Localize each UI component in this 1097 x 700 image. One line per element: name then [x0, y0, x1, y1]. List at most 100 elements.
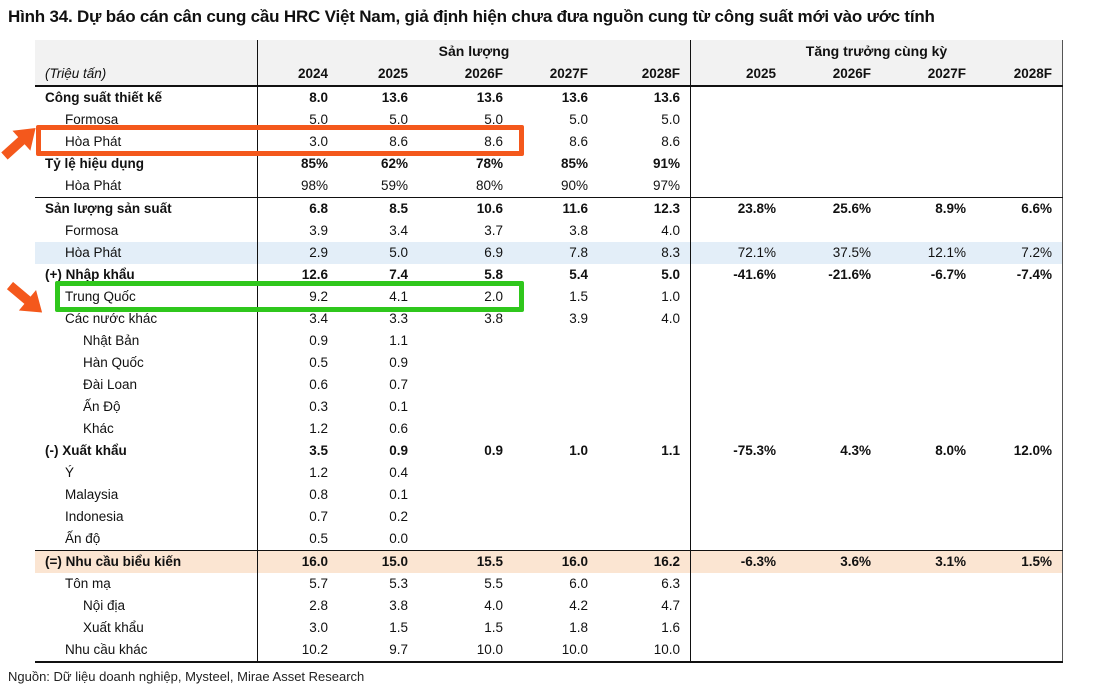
value-cell: 3.5 — [309, 443, 328, 458]
growth-cell — [691, 528, 786, 550]
value-cell: 15.0 — [381, 554, 408, 569]
value-cell: 85% — [560, 156, 588, 171]
table-row: Trung Quốc 9.2 4.1 2.0 1.5 1.0 — [35, 286, 1063, 308]
column-group-growth: Tăng trưởng cùng kỳ — [691, 40, 1063, 62]
value-cell: 85% — [300, 156, 328, 171]
value-cell: 0.9 — [389, 355, 408, 370]
value-cell — [598, 506, 691, 528]
row-label: Các nước khác — [35, 308, 258, 330]
growth-cell — [881, 330, 976, 352]
growth-cell — [976, 109, 1063, 131]
value-cell: 4.1 — [389, 289, 408, 304]
value-cell — [418, 330, 513, 352]
growth-cell — [786, 153, 881, 175]
growth-cell — [691, 374, 786, 396]
growth-cell — [976, 175, 1063, 197]
growth-cell — [786, 220, 881, 242]
value-cell: 0.9 — [484, 443, 503, 458]
value-cell — [598, 374, 691, 396]
year-column-header: 2028F — [598, 62, 691, 85]
value-cell: 2.9 — [309, 245, 328, 260]
growth-cell — [976, 617, 1063, 639]
table-row: Indonesia 0.7 0.2 — [35, 506, 1063, 528]
value-cell — [513, 330, 598, 352]
row-label: (-) Xuất khẩu — [35, 440, 258, 462]
growth-cell — [691, 352, 786, 374]
table-row: Công suất thiết kế 8.0 13.6 13.6 13.6 13.6 — [35, 87, 1063, 109]
value-cell — [513, 462, 598, 484]
table-row: Hòa Phát 3.0 8.6 8.6 8.6 8.6 — [35, 131, 1063, 153]
growth-cell — [786, 573, 881, 595]
growth-cell — [691, 617, 786, 639]
growth-cell — [976, 462, 1063, 484]
value-cell: 3.9 — [309, 223, 328, 238]
value-cell: 91% — [598, 153, 691, 175]
value-cell: 3.7 — [484, 223, 503, 238]
value-cell — [418, 484, 513, 506]
value-cell: 1.5 — [569, 289, 588, 304]
growth-cell — [881, 484, 976, 506]
value-cell: 3.4 — [389, 223, 408, 238]
value-cell: 1.1 — [389, 333, 408, 348]
growth-cell — [976, 330, 1063, 352]
value-cell — [513, 352, 598, 374]
value-cell: 9.2 — [309, 289, 328, 304]
value-cell: 98% — [300, 178, 328, 193]
row-label: Tôn mạ — [35, 573, 258, 595]
row-label: Công suất thiết kế — [35, 87, 258, 109]
growth-cell — [786, 286, 881, 308]
value-cell: 6.3 — [598, 573, 691, 595]
row-label: (=) Nhu cầu biểu kiến — [35, 551, 258, 573]
value-cell: 0.5 — [309, 531, 328, 546]
row-label: Xuất khẩu — [35, 617, 258, 639]
table-row: Tôn mạ 5.7 5.3 5.5 6.0 6.3 — [35, 573, 1063, 595]
row-label: Ấn độ — [35, 528, 258, 550]
value-cell — [598, 462, 691, 484]
growth-cell — [881, 462, 976, 484]
table-row: Formosa 3.9 3.4 3.7 3.8 4.0 — [35, 220, 1063, 242]
growth-cell — [881, 131, 976, 153]
growth-cell — [976, 639, 1063, 661]
value-cell — [598, 528, 691, 550]
source-note: Nguồn: Dữ liệu doanh nghiệp, Mysteel, Mi… — [8, 669, 365, 684]
growth-cell — [786, 396, 881, 418]
growth-cell — [786, 506, 881, 528]
growth-cell — [691, 595, 786, 617]
value-cell: 5.7 — [309, 576, 328, 591]
value-cell: 5.0 — [484, 112, 503, 127]
header-year-row: (Triệu tấn) 2024 2025 2026F 2027F 2028F … — [35, 62, 1063, 85]
value-cell: 5.0 — [309, 112, 328, 127]
growth-cell: -75.3% — [733, 443, 776, 458]
value-cell: 1.1 — [598, 440, 691, 462]
growth-cell: 8.9% — [935, 201, 966, 216]
supply-demand-table: Sản lượng Tăng trưởng cùng kỳ (Triệu tấn… — [35, 40, 1063, 663]
value-cell: 10.6 — [476, 201, 503, 216]
growth-cell — [691, 286, 786, 308]
growth-cell — [881, 374, 976, 396]
value-cell: 0.1 — [389, 487, 408, 502]
growth-cell — [786, 639, 881, 661]
growth-cell — [786, 418, 881, 440]
value-cell: 0.6 — [389, 421, 408, 436]
value-cell: 0.4 — [389, 465, 408, 480]
growth-cell — [691, 330, 786, 352]
growth-cell — [976, 506, 1063, 528]
value-cell — [598, 418, 691, 440]
value-cell: 3.0 — [309, 620, 328, 635]
row-label: Nhật Bản — [35, 330, 258, 352]
year-column-header: 2025 — [745, 66, 776, 81]
header-group-row: Sản lượng Tăng trưởng cùng kỳ — [35, 40, 1063, 62]
growth-cell — [976, 153, 1063, 175]
growth-cell — [691, 87, 786, 109]
value-cell: 5.3 — [389, 576, 408, 591]
value-cell: 0.7 — [309, 509, 328, 524]
growth-cell — [786, 352, 881, 374]
row-label: Tỷ lệ hiệu dụng — [35, 153, 258, 175]
growth-cell — [976, 573, 1063, 595]
value-cell: 13.6 — [476, 90, 503, 105]
value-cell: 5.8 — [484, 267, 503, 282]
growth-cell: 37.5% — [832, 245, 871, 260]
growth-cell — [881, 308, 976, 330]
table-row: Formosa 5.0 5.0 5.0 5.0 5.0 — [35, 109, 1063, 131]
value-cell: 5.5 — [484, 576, 503, 591]
